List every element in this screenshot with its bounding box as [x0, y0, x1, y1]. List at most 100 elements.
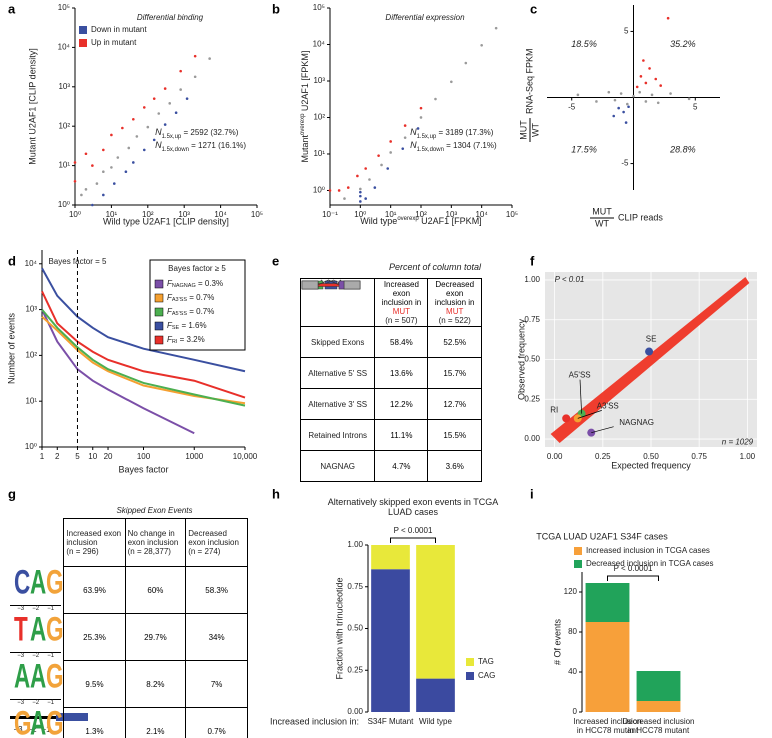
- annotation: P < 0.01: [555, 275, 585, 284]
- x-tick-label: 10⁵: [506, 210, 518, 219]
- legend-swatch: [154, 279, 164, 289]
- bar-segment: [371, 545, 410, 570]
- table-cell: 13.6%: [374, 357, 429, 390]
- legend-label: Decreased inclusion in TCGA cases: [586, 559, 713, 568]
- data-point: [669, 92, 672, 95]
- x-tick-label: 10¹: [385, 210, 397, 219]
- x-tick-label: 10²: [415, 210, 427, 219]
- bar-segment: [416, 678, 455, 712]
- table-cell: 29.7%: [124, 613, 187, 661]
- data-point: [185, 97, 189, 100]
- fraction-numerator: MUT: [518, 120, 528, 140]
- data-point: [401, 147, 405, 150]
- legend-label: Down in mutant: [91, 25, 147, 34]
- logo-positions: −3 −2 −1: [10, 604, 62, 613]
- quadrant-label: 28.8%: [669, 145, 696, 155]
- data-point: [403, 136, 407, 139]
- row-header-cell: Retained Introns: [299, 280, 376, 452]
- logo-letters: TAG: [10, 609, 64, 652]
- x-tick-label: 10⁴: [475, 210, 488, 219]
- significance-bracket: [607, 575, 659, 581]
- data-point: [389, 140, 392, 143]
- x-tick-label: 10⁰: [354, 210, 366, 219]
- data-point: [595, 100, 598, 103]
- table-header-cell: Increased exon inclusion (n = 296): [63, 518, 126, 567]
- data-point: [389, 151, 392, 154]
- column-highlight: MUT: [446, 307, 464, 316]
- y-tick-label: 10⁴: [58, 43, 71, 52]
- data-point: [654, 77, 658, 81]
- logo-letter: G: [45, 609, 64, 648]
- y-tick-label: 1.00: [524, 275, 540, 284]
- logo-letters: AAG: [10, 656, 64, 699]
- x-tick-label: 10⁻¹: [322, 210, 338, 219]
- column-header: Decreased exon inclusion: [188, 528, 239, 547]
- data-line: [41, 315, 246, 405]
- data-point: [102, 170, 105, 174]
- position-label: −1: [47, 699, 55, 706]
- y-tick-label: 0.25: [347, 665, 363, 674]
- text-part: A3'SS: [172, 297, 187, 303]
- data-point: [328, 189, 332, 192]
- y-tick-label: 0.25: [524, 394, 540, 403]
- x-tick-label: 20: [104, 452, 113, 461]
- x-tick-label: 0.00: [547, 452, 563, 461]
- data-point: [386, 167, 390, 170]
- row-header-cell: Alternative 5' SS: [299, 279, 376, 390]
- exon: [301, 280, 318, 289]
- text-part: F: [167, 307, 173, 316]
- position-label: −3: [17, 652, 25, 659]
- text-part: = 1271 (16.1%): [189, 141, 246, 150]
- column-count: (n = 296): [66, 547, 99, 557]
- text-part: N: [410, 140, 417, 150]
- sequence-logo: CAG −3 −2 −1: [8, 565, 64, 614]
- data-point: [84, 152, 88, 156]
- x-tick-label: 100: [137, 452, 151, 461]
- text-part: overexp: [397, 216, 419, 222]
- data-point: [168, 102, 172, 105]
- panel-label: b: [272, 1, 280, 16]
- table-row: Alternative 3' SS 12.2% 12.7%: [299, 279, 482, 421]
- data-point: [644, 81, 648, 85]
- y-axis-label: Mutant U2AF1 [CLIP density]: [27, 48, 37, 164]
- y-tick-label: 10²: [313, 113, 325, 122]
- position-label: −1: [47, 652, 55, 659]
- data-point: [91, 203, 94, 207]
- table-cell: 12.7%: [427, 388, 482, 421]
- text-part: 1.5x,down: [417, 147, 444, 153]
- y-tick-label: 40: [568, 667, 577, 676]
- position-label: −2: [32, 605, 40, 612]
- data-point: [132, 161, 135, 164]
- y-tick-label: 0.75: [347, 582, 363, 591]
- data-point: [116, 156, 120, 159]
- data-point: [163, 87, 167, 90]
- table-header-row: Increased exon inclusion (n = 296) No chan…: [8, 518, 248, 567]
- table-row: Retained Introns 11.1% 15.5%: [299, 280, 482, 452]
- table-header-cell: [8, 519, 64, 567]
- table: Increased exon inclusion in MUT (n = 507)…: [299, 277, 482, 483]
- table-cell: 60%: [124, 566, 187, 614]
- y-tick-label: 10³: [25, 305, 37, 314]
- column-count: (n = 522): [438, 316, 471, 325]
- y-tick-label: 1.00: [347, 540, 363, 549]
- x-tick-label: 10³: [446, 210, 458, 219]
- table-cell: 15.5%: [427, 419, 482, 452]
- logo-letter: A: [29, 656, 46, 695]
- logo-positions: −3 −2 −1: [10, 698, 62, 707]
- logo-letter: G: [45, 656, 64, 695]
- text-part: RI: [172, 339, 178, 345]
- text-part: = 1304 (7.1%): [444, 141, 497, 150]
- junction: [317, 279, 339, 285]
- text-part: NAGNAG: [172, 283, 196, 289]
- legend-swatch: [574, 560, 582, 568]
- logo-letter: A: [29, 703, 46, 738]
- logo-letters: GAG: [10, 703, 64, 738]
- y-tick-label: 0.00: [524, 434, 540, 443]
- x-axis-label: Expected frequency: [611, 460, 691, 470]
- row-header-cell: Alternative 3' SS: [299, 279, 376, 421]
- text-part: 1.5x,down: [162, 147, 189, 153]
- fraction-numerator: MUT: [592, 206, 612, 216]
- point-label: A3'SS: [597, 401, 619, 410]
- data-point: [364, 197, 367, 200]
- data-point: [607, 90, 611, 94]
